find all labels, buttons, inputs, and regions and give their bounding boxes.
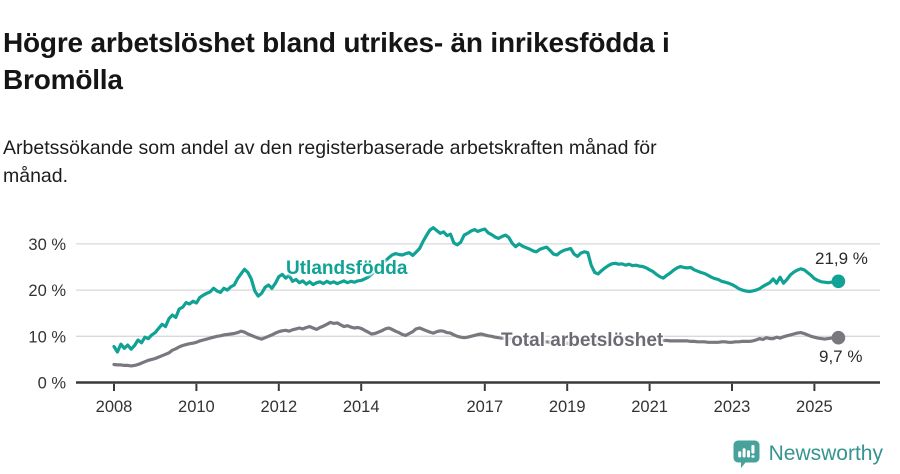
- x-axis-tick-label: 2021: [631, 398, 668, 416]
- logo-bar-3: [746, 450, 750, 458]
- y-axis-tick-label: 20 %: [28, 282, 66, 300]
- logo-exclamation-bar: [751, 445, 755, 454]
- y-axis-tick-label: 10 %: [28, 328, 66, 346]
- x-axis-tick-label: 2010: [178, 398, 215, 416]
- series-line-utlandsfodda: [112, 226, 841, 354]
- x-axis-tick-label: 2012: [260, 398, 297, 416]
- x-axis-tick-label: 2025: [796, 398, 833, 416]
- series-end-dot-utlandsfodda: [831, 274, 846, 289]
- series-label-utlandsfodda: Utlandsfödda: [286, 258, 408, 279]
- logo-exclamation-dot: [751, 455, 755, 458]
- series-line-total: [112, 320, 841, 368]
- x-axis-tick-label: 2023: [714, 398, 751, 416]
- end-value-utlandsfodda: 21,9 %: [815, 249, 868, 268]
- y-axis-tick-label: 0 %: [38, 375, 67, 393]
- end-value-total: 9,7 %: [819, 347, 863, 366]
- x-axis-tick-label: 2017: [466, 398, 503, 416]
- series-label-total-arbetsloshet: Total arbetslöshet: [501, 330, 664, 351]
- x-axis-tick-label: 2008: [96, 398, 133, 416]
- series-end-dot-total: [831, 330, 846, 345]
- newsworthy-logo-link[interactable]: Newsworthy: [732, 439, 883, 469]
- chart-subtitle: Arbetssökande som andel av den registerb…: [3, 136, 657, 187]
- logo-bar-1: [737, 451, 741, 458]
- chart-title: Högre arbetslöshet bland utrikes- än inr…: [3, 26, 670, 95]
- y-axis-tick-label: 30 %: [28, 236, 66, 254]
- x-axis-tick-label: 2019: [549, 398, 586, 416]
- x-axis-tick-label: 2014: [343, 398, 380, 416]
- logo-bar-2: [742, 448, 746, 458]
- newsworthy-logo-icon: [733, 440, 760, 468]
- newsworthy-brand-text: Newsworthy: [768, 442, 883, 465]
- logo-bubble-shape: [733, 440, 760, 468]
